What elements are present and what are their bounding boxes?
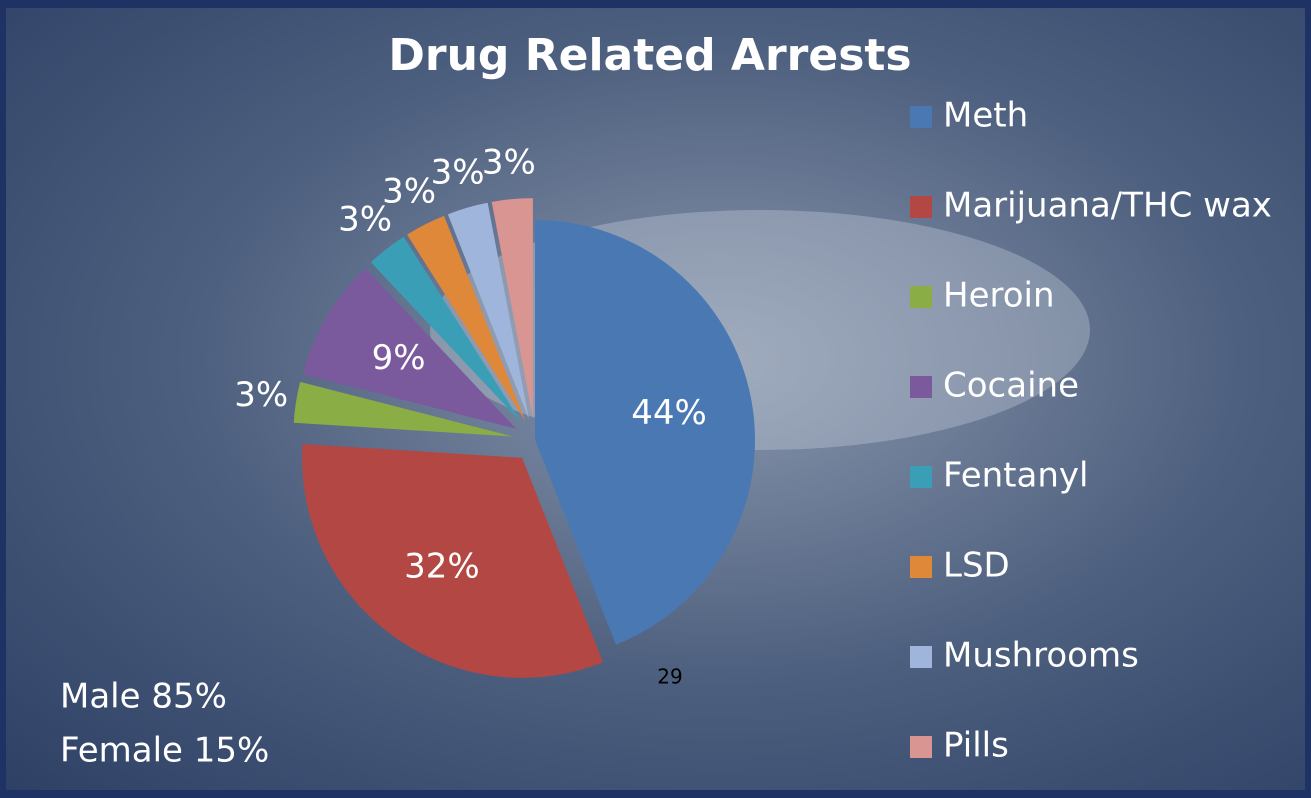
legend-swatch xyxy=(910,646,932,668)
legend-swatch xyxy=(910,466,932,488)
pie-slice xyxy=(447,202,529,419)
page-number: 29 xyxy=(657,665,682,689)
legend-label: Heroin xyxy=(943,276,1055,316)
pie-slice xyxy=(370,236,522,423)
data-label: 32% xyxy=(404,547,480,587)
chart-title: Drug Related Arrests xyxy=(388,30,911,81)
legend-label: LSD xyxy=(943,546,1010,586)
legend-label: Mushrooms xyxy=(943,636,1139,676)
legend-swatch xyxy=(910,106,932,128)
legend-swatch xyxy=(910,736,932,758)
pie-slice xyxy=(293,381,514,437)
legend-swatch xyxy=(910,376,932,398)
legend-swatch xyxy=(910,286,932,308)
pie-slice xyxy=(535,220,755,645)
pie-slice xyxy=(302,443,604,678)
legend-label: Cocaine xyxy=(943,366,1079,406)
pie-slice xyxy=(491,198,533,419)
legend-label: Fentanyl xyxy=(943,456,1088,496)
pie-slice xyxy=(302,268,517,429)
legend-label: Pills xyxy=(943,726,1009,766)
legend-swatch xyxy=(910,556,932,578)
legend-label: Marijuana/THC wax xyxy=(943,186,1272,226)
data-label: 9% xyxy=(372,338,426,378)
data-label: 3% xyxy=(338,199,392,239)
annotation: Male 85% xyxy=(60,677,227,717)
data-label: 3% xyxy=(431,152,485,192)
pie-slice xyxy=(407,215,526,421)
annotation: Female 15% xyxy=(60,731,269,771)
data-label: 3% xyxy=(482,143,536,183)
data-label: 3% xyxy=(382,172,436,212)
legend-swatch xyxy=(910,196,932,218)
data-label: 44% xyxy=(631,393,707,433)
data-label: 3% xyxy=(234,375,288,415)
legend-label: Meth xyxy=(943,96,1028,136)
